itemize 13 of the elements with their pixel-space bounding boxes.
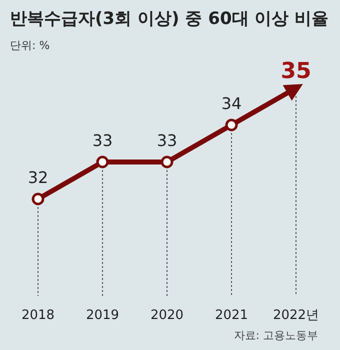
x-tick-label: 2022년	[272, 308, 320, 323]
x-tick-label: 2019	[86, 308, 120, 323]
chart-title: 반복수급자(3회 이상) 중 60대 이상 비율	[10, 9, 329, 29]
x-tick-label: 2020	[150, 308, 184, 323]
data-label: 34	[221, 94, 242, 113]
text: 자료: 고용노동부	[234, 329, 318, 342]
x-tick-label: 2021	[214, 308, 248, 323]
data-label: 33	[156, 131, 178, 150]
data-label: 35	[280, 59, 312, 84]
x-tick-label: 2018	[21, 308, 55, 323]
data-label: 33	[92, 131, 113, 150]
chart-subtitle: 단위: %	[10, 39, 50, 52]
data-label: 32	[28, 168, 48, 187]
